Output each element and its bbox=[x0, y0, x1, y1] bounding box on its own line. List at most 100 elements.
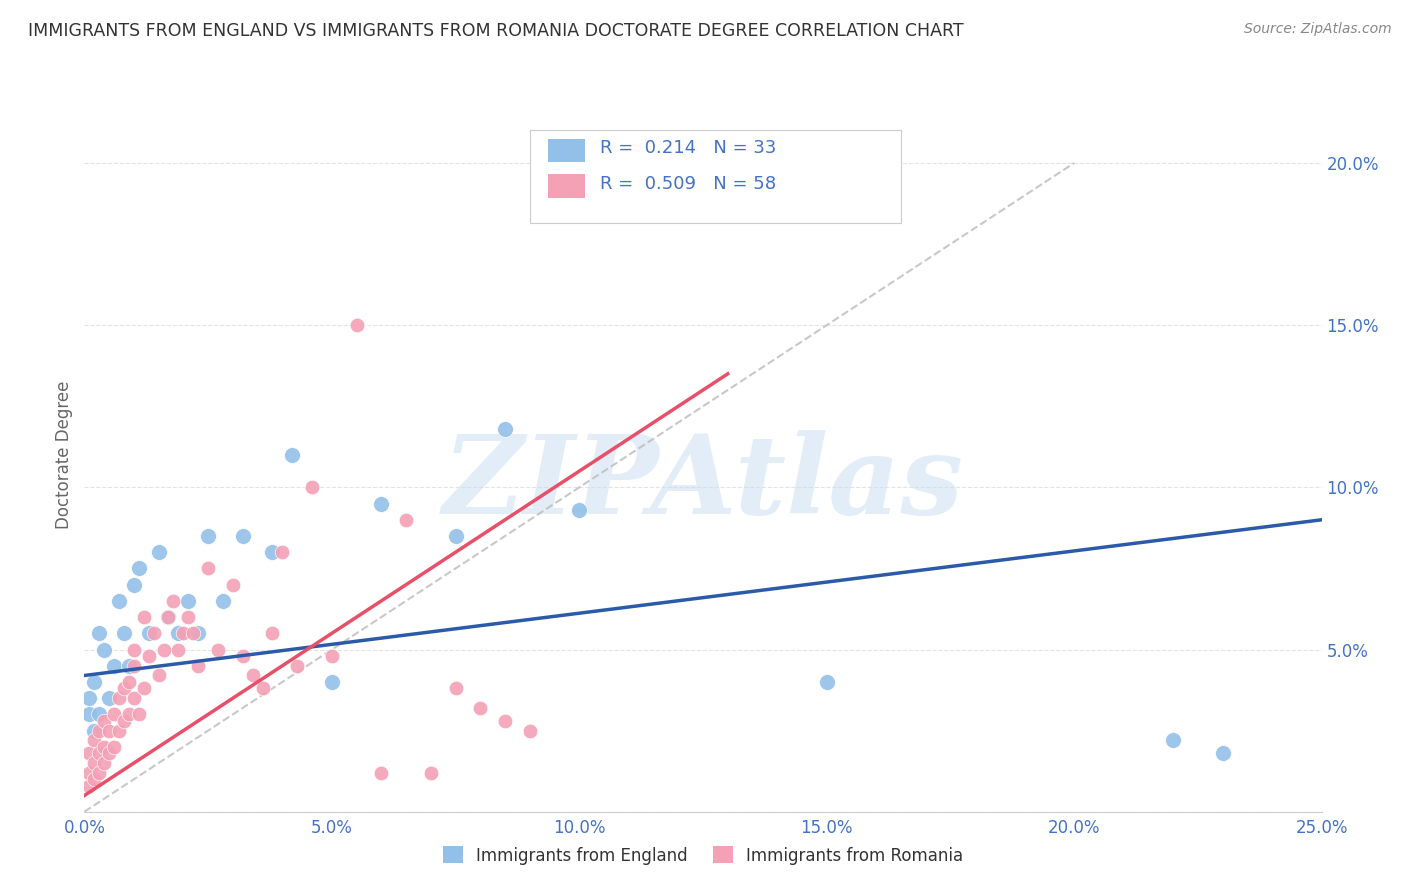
Point bbox=[167, 626, 190, 640]
Point bbox=[157, 610, 180, 624]
Point bbox=[321, 675, 343, 690]
Point bbox=[444, 529, 467, 543]
Point bbox=[207, 642, 229, 657]
Point bbox=[346, 318, 368, 333]
Point bbox=[370, 765, 392, 780]
Point bbox=[79, 779, 101, 793]
Point bbox=[132, 681, 155, 696]
Point bbox=[152, 642, 174, 657]
Point bbox=[98, 691, 121, 706]
Text: Source: ZipAtlas.com: Source: ZipAtlas.com bbox=[1244, 22, 1392, 37]
Point bbox=[494, 714, 516, 728]
Point bbox=[281, 448, 304, 462]
Point bbox=[79, 707, 101, 722]
Point bbox=[138, 648, 160, 663]
Point bbox=[419, 765, 441, 780]
FancyBboxPatch shape bbox=[548, 139, 585, 162]
Point bbox=[89, 723, 111, 738]
Y-axis label: Doctorate Degree: Doctorate Degree bbox=[55, 381, 73, 529]
Point bbox=[103, 658, 125, 673]
Point bbox=[112, 626, 135, 640]
Point bbox=[285, 658, 308, 673]
Point bbox=[118, 707, 141, 722]
Point bbox=[83, 675, 105, 690]
Point bbox=[89, 707, 111, 722]
Point bbox=[1161, 733, 1184, 747]
Point bbox=[197, 529, 219, 543]
Point bbox=[148, 545, 170, 559]
Point bbox=[98, 747, 121, 761]
Point bbox=[142, 626, 165, 640]
Point bbox=[79, 747, 101, 761]
Point bbox=[122, 658, 145, 673]
Text: R =  0.509   N = 58: R = 0.509 N = 58 bbox=[600, 175, 776, 193]
Point bbox=[103, 739, 125, 754]
Point bbox=[108, 594, 131, 608]
Point bbox=[262, 545, 284, 559]
Point bbox=[212, 594, 235, 608]
Point bbox=[370, 497, 392, 511]
Point bbox=[252, 681, 274, 696]
Point bbox=[444, 681, 467, 696]
Point bbox=[519, 723, 541, 738]
Point bbox=[232, 648, 254, 663]
Point bbox=[128, 561, 150, 575]
Point bbox=[162, 594, 184, 608]
Point bbox=[118, 658, 141, 673]
Point bbox=[172, 626, 194, 640]
Point bbox=[271, 545, 294, 559]
Legend: Immigrants from England, Immigrants from Romania: Immigrants from England, Immigrants from… bbox=[436, 839, 970, 871]
Point bbox=[103, 707, 125, 722]
Point bbox=[108, 723, 131, 738]
Point bbox=[93, 739, 115, 754]
Point bbox=[128, 707, 150, 722]
Point bbox=[89, 626, 111, 640]
Point bbox=[815, 675, 838, 690]
Point bbox=[167, 642, 190, 657]
Point bbox=[568, 503, 591, 517]
Point bbox=[89, 765, 111, 780]
Point bbox=[177, 594, 200, 608]
Point bbox=[395, 513, 418, 527]
Point bbox=[112, 714, 135, 728]
Point bbox=[93, 756, 115, 770]
Point bbox=[89, 747, 111, 761]
Point bbox=[197, 561, 219, 575]
Point bbox=[301, 480, 323, 494]
Point bbox=[122, 691, 145, 706]
FancyBboxPatch shape bbox=[530, 130, 901, 223]
Text: R =  0.214   N = 33: R = 0.214 N = 33 bbox=[600, 139, 776, 157]
Point bbox=[177, 610, 200, 624]
Point bbox=[83, 756, 105, 770]
Point bbox=[148, 668, 170, 682]
Point bbox=[232, 529, 254, 543]
Point bbox=[222, 577, 245, 591]
Point bbox=[157, 610, 180, 624]
Point bbox=[79, 691, 101, 706]
Point bbox=[262, 626, 284, 640]
Point bbox=[122, 642, 145, 657]
Point bbox=[79, 765, 101, 780]
Point bbox=[187, 626, 209, 640]
Point bbox=[118, 675, 141, 690]
Point bbox=[181, 626, 204, 640]
Point bbox=[138, 626, 160, 640]
Point bbox=[83, 772, 105, 787]
Point bbox=[83, 733, 105, 747]
Point bbox=[98, 723, 121, 738]
Point bbox=[108, 691, 131, 706]
Point bbox=[470, 701, 492, 715]
Point bbox=[93, 642, 115, 657]
Point bbox=[122, 577, 145, 591]
FancyBboxPatch shape bbox=[548, 175, 585, 198]
Point bbox=[93, 714, 115, 728]
Point bbox=[83, 723, 105, 738]
Point bbox=[321, 648, 343, 663]
Point bbox=[494, 422, 516, 436]
Point bbox=[132, 610, 155, 624]
Point bbox=[187, 658, 209, 673]
Point bbox=[112, 681, 135, 696]
Point bbox=[242, 668, 264, 682]
Text: IMMIGRANTS FROM ENGLAND VS IMMIGRANTS FROM ROMANIA DOCTORATE DEGREE CORRELATION : IMMIGRANTS FROM ENGLAND VS IMMIGRANTS FR… bbox=[28, 22, 963, 40]
Point bbox=[1212, 747, 1234, 761]
